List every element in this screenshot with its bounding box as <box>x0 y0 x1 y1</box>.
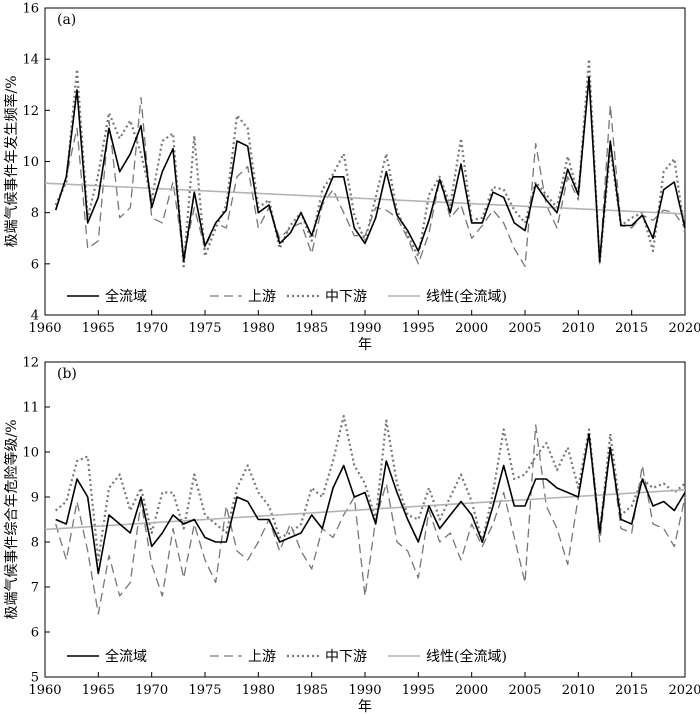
series-line-trend <box>44 489 686 531</box>
x-tick-label: 2000 <box>455 321 488 336</box>
y-tick-label: 11 <box>22 401 39 416</box>
x-tick-label: 1985 <box>295 321 328 336</box>
x-tick-label: 1975 <box>188 321 221 336</box>
series-line-dashed <box>55 76 686 268</box>
x-tick-label: 1990 <box>348 683 381 698</box>
series-line-dotted <box>54 414 686 562</box>
y-tick-label: 6 <box>31 257 39 272</box>
panel-label: (b) <box>57 366 77 382</box>
x-tick-label: 1965 <box>82 683 115 698</box>
x-tick-label: 2020 <box>668 683 700 698</box>
x-tick-label: 2005 <box>508 683 541 698</box>
legend-label: 中下游 <box>325 289 367 305</box>
x-tick-label: 2000 <box>455 683 488 698</box>
y-tick-label: 10 <box>22 155 39 170</box>
panel-a: 4 6 8 10 12 14 16 1960 1965 1970 1975 1980 1985 1990 1… <box>3 2 700 354</box>
y-tick-label: 16 <box>22 2 39 17</box>
x-tick-label: 1985 <box>295 683 328 698</box>
x-tick-label: 1970 <box>135 321 168 336</box>
panel-label: (a) <box>57 12 76 28</box>
x-tick-label: 2020 <box>668 321 700 336</box>
series-line-solid <box>55 433 686 575</box>
x-tick-label: 1960 <box>28 683 61 698</box>
y-axis-title: 极端气候事件年发生频率/% <box>3 75 20 247</box>
series-line-solid <box>54 76 686 263</box>
x-tick-label: 1980 <box>242 683 275 698</box>
x-tick-label: 1990 <box>348 321 381 336</box>
y-tick-label: 12 <box>22 356 39 371</box>
y-axis-title: 极端气候事件综合年危险等级/% <box>3 419 20 619</box>
y-tick-label: 10 <box>22 446 39 461</box>
x-tick-label: 2005 <box>508 321 541 336</box>
plot-frame <box>44 361 686 678</box>
plot-frame <box>44 7 686 316</box>
x-tick-label: 2015 <box>615 321 648 336</box>
y-tick-label: 12 <box>22 104 39 119</box>
legend-label: 线性(全流域) <box>426 288 507 305</box>
x-tick-label: 1960 <box>28 321 61 336</box>
legend-label: 全流域 <box>105 288 147 305</box>
x-axis-title: 年 <box>358 699 372 715</box>
y-tick-label: 14 <box>22 53 39 68</box>
legend-label: 上游 <box>248 649 276 665</box>
series-line-trend <box>44 182 686 215</box>
legend-label: 线性(全流域) <box>426 648 507 665</box>
x-tick-label: 1995 <box>402 321 435 336</box>
x-tick-label: 1970 <box>135 683 168 698</box>
x-tick-label: 2010 <box>562 321 595 336</box>
legend-label: 上游 <box>248 289 276 305</box>
legend-label: 全流域 <box>105 648 147 665</box>
panel-b: 5 6 7 8 9 10 11 12 1960 1965 1970 1975 1980 1985 1990 1… <box>3 356 700 715</box>
x-tick-label: 1965 <box>82 321 115 336</box>
y-tick-label: 4 <box>31 309 39 324</box>
x-tick-label: 1995 <box>402 683 435 698</box>
y-tick-label: 8 <box>31 206 39 221</box>
series-line-dotted <box>54 58 687 268</box>
legend-label: 中下游 <box>325 649 367 665</box>
x-tick-label: 2015 <box>615 683 648 698</box>
y-tick-label: 8 <box>31 536 39 551</box>
y-tick-label: 5 <box>31 671 39 686</box>
x-axis-title: 年 <box>358 337 372 353</box>
y-tick-label: 6 <box>31 626 39 641</box>
y-tick-label: 9 <box>31 491 39 506</box>
y-tick-label: 7 <box>31 581 39 596</box>
x-tick-label: 1975 <box>188 683 221 698</box>
x-tick-label: 1980 <box>242 321 275 336</box>
x-tick-label: 2010 <box>562 683 595 698</box>
